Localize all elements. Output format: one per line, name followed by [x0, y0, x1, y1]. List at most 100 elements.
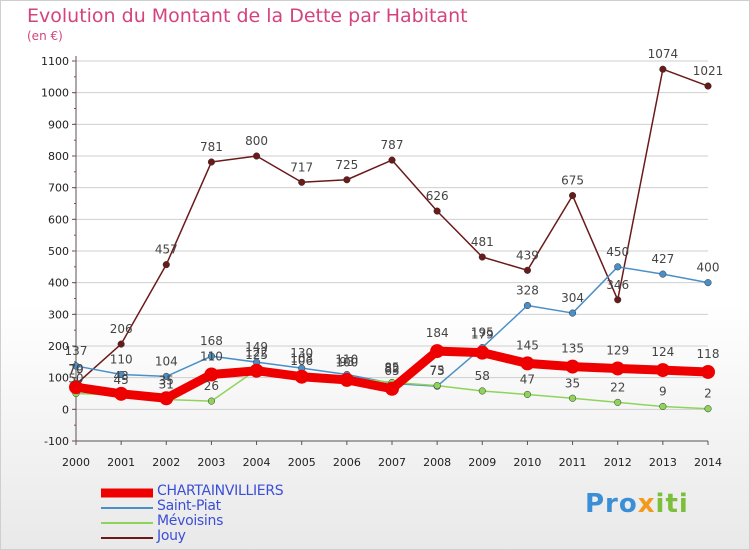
- proxiti-logo: Proxiti: [585, 489, 689, 519]
- series-line-jouy: [75, 68, 709, 386]
- data-point: [162, 372, 170, 380]
- y-tick-label: 300: [48, 308, 69, 321]
- x-tick-label: 2009: [468, 456, 496, 469]
- y-tick-label: 700: [48, 182, 69, 195]
- data-label: 1021: [693, 64, 724, 78]
- data-label: 129: [606, 343, 629, 357]
- y-tick-label: 500: [48, 245, 69, 258]
- data-label: 22: [610, 380, 625, 394]
- data-point: [478, 387, 486, 395]
- data-point: [610, 361, 625, 376]
- data-point: [343, 176, 351, 184]
- data-point: [433, 207, 441, 215]
- x-tick-label: 2011: [559, 456, 587, 469]
- x-tick-label: 2013: [649, 456, 677, 469]
- x-tick-label: 2008: [423, 456, 451, 469]
- y-tick-label: 0: [62, 403, 69, 416]
- x-tick-label: 2014: [694, 456, 722, 469]
- data-point: [207, 352, 215, 360]
- data-label: 45: [114, 373, 129, 387]
- x-tick-label: 2012: [604, 456, 632, 469]
- data-point: [388, 156, 396, 164]
- data-label: 118: [697, 347, 720, 361]
- data-point: [569, 192, 577, 200]
- x-tick-label: 2001: [107, 456, 135, 469]
- data-label: 427: [651, 252, 674, 266]
- legend-swatch: [101, 521, 153, 524]
- data-label: 124: [651, 345, 674, 359]
- data-label: 110: [335, 353, 358, 367]
- data-label: 100: [335, 356, 358, 370]
- data-point: [569, 309, 577, 317]
- data-label: 346: [606, 278, 629, 292]
- legend-label: CHARTAINVILLIERS: [157, 483, 284, 499]
- data-label: 82: [384, 361, 399, 375]
- data-point: [569, 394, 577, 402]
- data-point: [162, 261, 170, 269]
- data-label: 70: [68, 362, 83, 376]
- data-point: [253, 152, 261, 160]
- data-label: 93: [339, 355, 354, 369]
- data-label: 106: [290, 354, 313, 368]
- data-point: [204, 367, 219, 382]
- data-point: [385, 381, 399, 396]
- legend-label: Jouy: [157, 528, 186, 544]
- data-label: 626: [426, 189, 449, 203]
- data-label: 122: [245, 346, 268, 360]
- data-point: [659, 402, 667, 411]
- data-label: 328: [516, 283, 539, 297]
- data-label: 145: [516, 338, 539, 352]
- data-point: [249, 363, 264, 378]
- y-tick-label: 100: [48, 372, 69, 385]
- data-point: [520, 356, 535, 371]
- data-label: 481: [471, 235, 494, 249]
- data-label: 125: [245, 348, 268, 362]
- data-label: 137: [65, 344, 88, 358]
- data-point: [614, 263, 622, 271]
- data-point: [704, 82, 712, 90]
- data-label: 787: [381, 138, 404, 152]
- data-point: [117, 340, 125, 348]
- x-tick-label: 2007: [378, 456, 406, 469]
- y-tick-label: 600: [48, 213, 69, 226]
- y-tick-label: 900: [48, 118, 69, 131]
- data-point: [614, 296, 622, 304]
- data-point: [433, 382, 441, 390]
- data-label: 26: [204, 379, 219, 393]
- data-point: [659, 270, 667, 278]
- data-point: [430, 344, 445, 359]
- data-label: 58: [475, 369, 490, 383]
- legend-swatch: [101, 506, 153, 509]
- data-label: 65: [384, 364, 399, 378]
- data-point: [159, 391, 174, 406]
- data-label: 168: [200, 334, 223, 348]
- data-label: 457: [155, 243, 178, 257]
- data-label: 800: [245, 134, 268, 148]
- y-tick-label: 1100: [41, 55, 69, 68]
- chart-subtitle: (en €): [27, 29, 63, 43]
- data-label: 35: [565, 376, 580, 390]
- data-point: [523, 266, 531, 274]
- data-label: 73: [430, 364, 445, 378]
- data-label: 75: [430, 364, 445, 378]
- data-point: [298, 178, 306, 186]
- data-label: 450: [606, 245, 629, 259]
- legend-label: Mévoisins: [157, 513, 224, 529]
- data-point: [523, 390, 531, 399]
- data-point: [339, 372, 354, 387]
- legend-swatch: [101, 536, 153, 539]
- data-point: [114, 386, 129, 401]
- data-label: 85: [384, 360, 399, 374]
- data-label: 184: [426, 326, 449, 340]
- y-tick-label: -100: [44, 435, 69, 448]
- data-label: 179: [471, 328, 494, 342]
- data-point: [294, 369, 309, 384]
- data-point: [701, 364, 715, 379]
- data-point: [704, 279, 712, 287]
- data-label: 35: [159, 373, 174, 387]
- data-label: 149: [245, 340, 268, 354]
- data-label: 43: [114, 369, 129, 383]
- data-point: [704, 405, 712, 413]
